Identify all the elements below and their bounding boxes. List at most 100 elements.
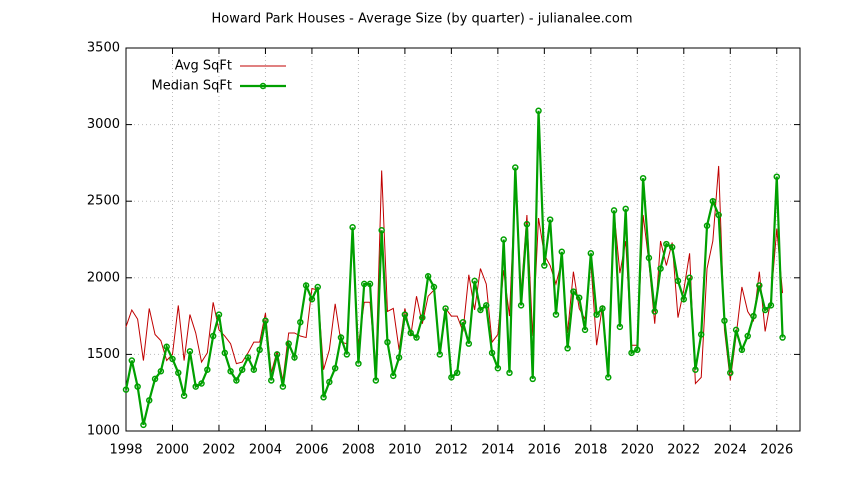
point <box>349 223 356 231</box>
point <box>140 421 147 429</box>
legend-marker <box>259 82 267 90</box>
point <box>523 220 531 228</box>
point <box>360 280 368 288</box>
x-tick-label: 2024 <box>714 443 747 458</box>
point <box>767 302 775 309</box>
point <box>599 305 606 312</box>
point <box>204 366 211 373</box>
point <box>541 262 548 269</box>
point <box>238 366 246 373</box>
x-tick-label: 2008 <box>342 443 375 458</box>
point <box>186 348 194 355</box>
point <box>622 205 629 213</box>
x-tick-label: 2026 <box>760 443 793 458</box>
point <box>401 311 409 318</box>
point <box>668 243 676 251</box>
point <box>227 368 234 375</box>
point <box>320 394 327 401</box>
point <box>634 346 641 354</box>
point <box>692 366 699 373</box>
point <box>779 334 786 341</box>
legend-label: Median SqFt <box>152 79 233 94</box>
x-tick-label: 2006 <box>295 443 328 458</box>
point <box>250 366 258 373</box>
point <box>715 211 722 219</box>
point <box>616 323 624 331</box>
y-tick-label: 1500 <box>87 347 120 362</box>
point <box>488 349 496 357</box>
point <box>337 334 345 341</box>
point <box>703 222 711 229</box>
point <box>546 216 554 223</box>
y-tick-label: 1000 <box>87 424 120 439</box>
y-tick-label: 2500 <box>87 194 120 209</box>
x-tick-label: 2000 <box>156 443 189 458</box>
point <box>570 288 577 295</box>
x-tick-label: 2020 <box>621 443 654 458</box>
point <box>709 197 717 205</box>
point <box>657 265 664 272</box>
point <box>732 326 740 334</box>
point <box>506 369 513 377</box>
point <box>331 364 339 372</box>
point <box>628 349 635 357</box>
point <box>552 311 560 318</box>
point <box>651 308 658 315</box>
point <box>471 277 478 285</box>
point <box>750 312 757 320</box>
point <box>395 354 403 361</box>
point <box>163 343 170 350</box>
point <box>268 377 275 384</box>
point <box>372 377 380 384</box>
point <box>773 173 781 180</box>
x-tick-label: 2022 <box>667 443 700 458</box>
point <box>326 378 333 386</box>
point <box>175 369 182 377</box>
point <box>198 380 205 387</box>
y-tick-label: 2000 <box>87 270 120 285</box>
point <box>593 311 600 318</box>
point <box>436 351 444 358</box>
point <box>477 306 484 314</box>
point <box>221 349 229 357</box>
point <box>761 306 769 314</box>
point <box>512 164 519 171</box>
point <box>378 227 385 234</box>
point <box>756 282 763 289</box>
point <box>482 302 490 309</box>
point <box>180 392 188 400</box>
point <box>744 332 751 340</box>
point <box>453 369 461 377</box>
point <box>297 318 304 326</box>
point <box>535 107 542 115</box>
point <box>262 317 269 324</box>
y-tick-label: 3000 <box>87 117 120 132</box>
point <box>366 280 374 288</box>
point <box>663 240 670 248</box>
point <box>244 354 252 361</box>
point <box>128 357 136 364</box>
point <box>424 273 432 280</box>
point <box>442 305 449 312</box>
series-line <box>124 110 784 426</box>
point <box>558 248 566 256</box>
x-tick-label: 1998 <box>109 443 142 458</box>
point <box>355 360 362 367</box>
y-tick-label: 3500 <box>87 41 120 56</box>
point <box>697 331 705 338</box>
point <box>215 311 223 318</box>
plot-frame <box>125 47 801 432</box>
point <box>134 383 141 390</box>
point <box>256 346 263 354</box>
x-tick-label: 2018 <box>574 443 607 458</box>
x-tick-label: 2014 <box>481 443 514 458</box>
point <box>169 355 176 363</box>
point <box>680 295 688 303</box>
point <box>517 302 525 309</box>
point <box>122 386 130 393</box>
point <box>639 174 647 182</box>
x-tick-label: 2012 <box>435 443 468 458</box>
point <box>529 375 536 383</box>
point <box>581 326 589 334</box>
